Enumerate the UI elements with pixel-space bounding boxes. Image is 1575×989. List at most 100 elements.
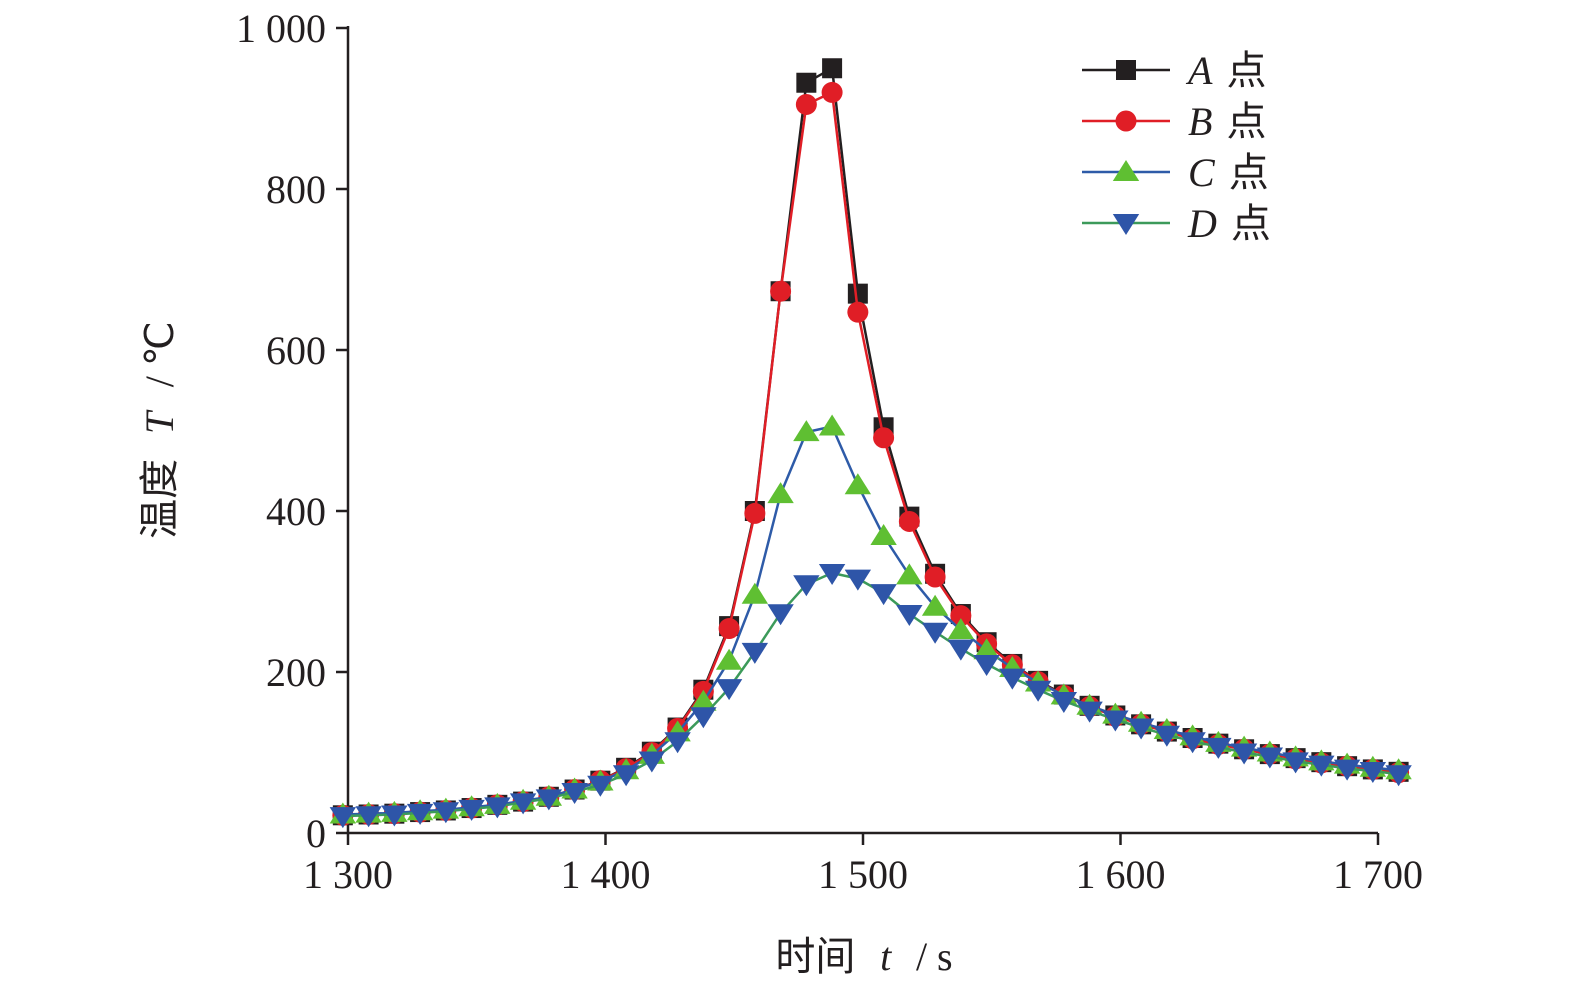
data-point-D — [947, 639, 975, 661]
data-point-B — [924, 566, 946, 588]
data-point-D — [381, 805, 408, 827]
data-point-D — [1256, 747, 1284, 769]
data-point-D — [1076, 701, 1103, 723]
data-point-D — [793, 575, 820, 597]
y-axis-title-prefix: 温度 — [137, 459, 183, 539]
data-point-D — [484, 797, 511, 819]
data-point-D — [664, 732, 691, 754]
y-tick-label: 200 — [266, 650, 326, 695]
data-point-C — [741, 582, 769, 604]
data-point-D — [406, 803, 434, 825]
x-tick-label: 1 500 — [818, 852, 908, 897]
data-point-C — [921, 594, 949, 616]
data-point-B — [873, 427, 895, 449]
data-point-A — [847, 283, 868, 304]
x-axis-title-prefix: 时间 — [775, 934, 855, 980]
data-point-C — [973, 638, 1000, 660]
series-C — [329, 414, 1412, 824]
data-point-D — [612, 765, 640, 787]
data-point-D — [999, 668, 1026, 690]
data-point-D — [587, 775, 614, 797]
data-point-D — [844, 569, 872, 591]
data-point-D — [329, 807, 357, 829]
data-point-B — [718, 618, 740, 640]
x-axis-title-unit: / s — [916, 934, 953, 979]
data-point-C — [818, 414, 846, 436]
data-point-D — [767, 604, 794, 626]
legend-marker — [1115, 110, 1137, 132]
data-point-D — [535, 789, 563, 811]
data-point-D — [561, 782, 588, 804]
data-point-D — [1153, 725, 1181, 747]
x-tick-label: 1 400 — [561, 852, 651, 897]
data-point-D — [1359, 762, 1387, 784]
data-point-D — [870, 584, 897, 606]
data-point-D — [1230, 743, 1258, 765]
x-tick-label: 1 300 — [303, 852, 393, 897]
data-point-D — [1385, 765, 1412, 787]
data-point-D — [1050, 691, 1078, 713]
data-point-D — [432, 802, 460, 824]
data-point-D — [818, 563, 846, 585]
data-point-B — [795, 93, 817, 115]
x-tick-label: 1 700 — [1333, 852, 1423, 897]
series-D — [329, 563, 1412, 829]
data-point-C — [793, 420, 820, 442]
data-point-D — [1308, 755, 1335, 777]
series-line-D — [342, 571, 1399, 818]
data-point-B — [821, 81, 843, 103]
data-point-D — [741, 642, 769, 664]
data-point-D — [1333, 759, 1361, 781]
legend-marker — [1112, 214, 1140, 235]
data-point-D — [509, 793, 537, 815]
data-point-B — [770, 280, 792, 302]
legend-marker — [1116, 60, 1136, 80]
data-point-D — [1127, 718, 1155, 740]
data-point-D — [1205, 737, 1232, 759]
data-point-C — [896, 563, 923, 585]
data-point-D — [355, 806, 382, 828]
data-point-D — [690, 707, 717, 729]
y-axis-title: 温度 T / ℃ — [137, 321, 183, 539]
data-point-D — [715, 679, 743, 701]
data-point-D — [896, 605, 923, 627]
data-point-C — [767, 482, 794, 504]
data-point-B — [898, 510, 920, 532]
data-point-C — [690, 689, 717, 711]
y-axis-title-var: T — [137, 409, 182, 434]
data-point-D — [1024, 680, 1052, 702]
x-axis-title: 时间 t / s — [775, 934, 952, 980]
data-point-D — [638, 751, 666, 773]
y-axis-title-unit: / ℃ — [137, 321, 182, 387]
data-point-D — [921, 622, 949, 644]
data-point-C — [870, 523, 897, 545]
data-point-D — [458, 799, 485, 821]
data-point-C — [947, 618, 975, 640]
data-point-D — [1179, 732, 1206, 754]
y-tick-label: 1 000 — [236, 6, 326, 51]
y-tick-label: 800 — [266, 167, 326, 212]
y-tick-label: 600 — [266, 328, 326, 373]
data-point-D — [1282, 752, 1309, 774]
data-point-A — [822, 58, 843, 79]
legend-marker — [1112, 160, 1140, 181]
data-point-C — [844, 473, 872, 495]
y-tick-label: 0 — [306, 811, 326, 856]
data-point-D — [1102, 710, 1129, 732]
x-tick-label: 1 600 — [1076, 852, 1166, 897]
data-point-C — [715, 648, 743, 670]
data-point-A — [796, 72, 817, 93]
y-tick-label: 400 — [266, 489, 326, 534]
x-axis-title-var: t — [880, 934, 892, 979]
data-point-B — [744, 502, 766, 524]
data-point-B — [950, 605, 972, 627]
